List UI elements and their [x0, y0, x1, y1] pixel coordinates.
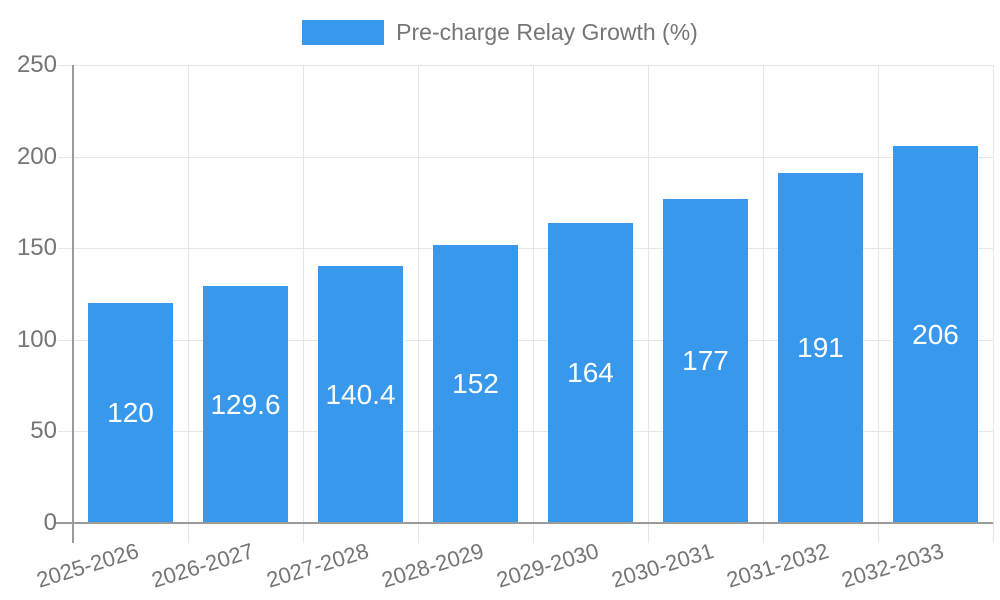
- x-gridline: [533, 65, 534, 523]
- y-axis-tick-label: 250: [16, 51, 57, 78]
- x-gridline: [188, 65, 189, 523]
- y-axis-tick: [58, 157, 73, 158]
- legend-swatch: [302, 20, 385, 45]
- bar-value-label: 164: [567, 357, 614, 388]
- y-axis-tick-label: 150: [16, 234, 57, 261]
- bar-value-label: 152: [452, 368, 499, 399]
- x-gridline: [303, 65, 304, 523]
- x-axis-tick-label: 2029-2030: [493, 538, 602, 593]
- x-gridline: [878, 65, 879, 523]
- y-axis-tick: [58, 340, 73, 341]
- bar[interactable]: [548, 223, 633, 523]
- x-axis-tick: [188, 523, 189, 543]
- x-axis-tick: [418, 523, 419, 543]
- x-axis-tick: [878, 523, 879, 543]
- bar[interactable]: [203, 286, 288, 523]
- y-axis-tick-label: 0: [43, 509, 57, 536]
- x-axis-tick: [533, 523, 534, 543]
- x-axis-tick-label: 2030-2031: [608, 538, 717, 593]
- x-axis-tick-label: 2032-2033: [838, 538, 947, 593]
- bar[interactable]: [318, 266, 403, 523]
- bar-value-label: 120: [107, 397, 154, 428]
- bar-value-label: 191: [797, 332, 844, 363]
- bar[interactable]: [778, 173, 863, 523]
- y-axis-line: [72, 65, 74, 543]
- bar[interactable]: [88, 303, 173, 523]
- x-axis-tick-label: 2027-2028: [263, 538, 372, 593]
- x-gridline: [993, 65, 994, 523]
- legend[interactable]: Pre-charge Relay Growth (%): [0, 19, 1000, 46]
- bar[interactable]: [433, 245, 518, 523]
- x-axis-tick-label: 2031-2032: [723, 538, 832, 593]
- y-axis-tick: [58, 248, 73, 249]
- bar[interactable]: [893, 146, 978, 523]
- y-axis-tick: [58, 431, 73, 432]
- x-axis-tick: [648, 523, 649, 543]
- x-gridline: [648, 65, 649, 523]
- y-axis-tick-label: 200: [16, 143, 57, 170]
- y-axis-tick-label: 50: [30, 417, 57, 444]
- x-gridline: [763, 65, 764, 523]
- x-axis-tick: [763, 523, 764, 543]
- x-axis-tick: [993, 523, 994, 543]
- bar[interactable]: [663, 199, 748, 523]
- bar-value-label: 129.6: [210, 389, 281, 420]
- x-axis-tick-label: 2028-2029: [378, 538, 487, 593]
- bar-value-label: 177: [682, 345, 729, 376]
- y-axis-tick: [58, 65, 73, 66]
- x-axis-tick-label: 2025-2026: [33, 538, 142, 593]
- x-axis-tick-label: 2026-2027: [148, 538, 257, 593]
- y-axis-tick-label: 100: [16, 326, 57, 353]
- x-axis-tick: [303, 523, 304, 543]
- bar-value-label: 206: [912, 319, 959, 350]
- x-gridline: [418, 65, 419, 523]
- bar-value-label: 140.4: [325, 379, 396, 410]
- legend-label: Pre-charge Relay Growth (%): [396, 19, 698, 45]
- x-axis-line: [55, 522, 993, 524]
